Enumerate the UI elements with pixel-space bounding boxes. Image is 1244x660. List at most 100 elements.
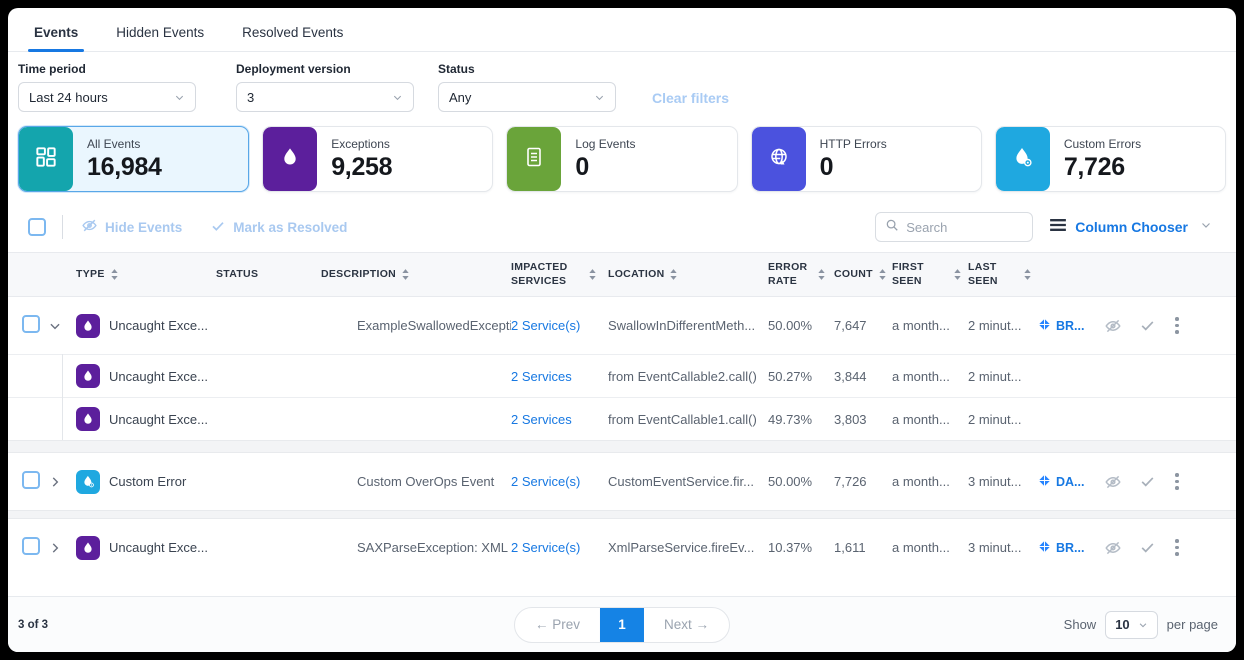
card-custom-errors[interactable]: Custom Errors 7,726 [994, 126, 1227, 192]
column-header-location[interactable]: LOCATION [608, 268, 768, 281]
services-link[interactable]: 2 Services [511, 368, 572, 384]
page-size-select[interactable]: 10 [1105, 610, 1158, 639]
next-page-button[interactable]: Next → [664, 616, 710, 632]
card-value: 0 [575, 152, 590, 181]
prev-page-button[interactable]: ← Prev [534, 616, 580, 632]
column-header-status[interactable]: STATUS [216, 267, 259, 280]
kebab-menu-icon[interactable] [1173, 537, 1181, 558]
clear-filters-button[interactable]: Clear filters [652, 90, 730, 106]
hide-events-button[interactable]: Hide Events [81, 217, 182, 237]
services-link[interactable]: 2 Service(s) [511, 318, 581, 333]
time-period-select[interactable]: Last 24 hours [18, 82, 196, 112]
resolve-check-icon[interactable] [1139, 539, 1156, 556]
table-child-row[interactable]: Uncaught Exce... 2 Services from EventCa… [8, 397, 1236, 440]
count-cell: 3,844 [834, 368, 867, 384]
row-group-divider [8, 440, 1236, 453]
table-header-row: TYPE STATUS DESCRIPTION IMPACTED SERVICE… [8, 252, 1236, 297]
error-rate-cell: 49.73% [768, 411, 813, 427]
last-seen-cell: 2 minut... [968, 368, 1022, 384]
chevron-down-icon[interactable] [48, 319, 62, 333]
row-checkbox[interactable] [22, 537, 40, 555]
sort-icon[interactable] [401, 268, 410, 281]
table-row[interactable]: Uncaught Exce... SAXParseException: XML … [8, 519, 1236, 576]
select-all-checkbox[interactable] [28, 218, 46, 236]
services-link[interactable]: 2 Services [511, 411, 572, 427]
card-log-events[interactable]: Log Events 0 [506, 126, 738, 192]
card-label: Log Events [575, 136, 636, 151]
sort-icon[interactable] [110, 268, 119, 281]
resolve-check-icon[interactable] [1139, 317, 1156, 334]
card-label: Exceptions [331, 136, 390, 151]
sort-icon[interactable] [669, 268, 678, 281]
column-header-last-seen[interactable]: LAST SEEN [968, 261, 1038, 287]
search-input[interactable] [906, 219, 1024, 235]
flame-gear-icon [1011, 145, 1035, 174]
column-header-type[interactable]: TYPE [76, 268, 216, 281]
column-header-first-seen[interactable]: FIRST SEEN [892, 261, 968, 287]
location-cell: CustomEventService.fir... [608, 474, 754, 489]
kebab-menu-icon[interactable] [1173, 315, 1181, 336]
ticket-link[interactable]: DA... [1056, 474, 1085, 489]
column-header-impacted-services[interactable]: IMPACTED SERVICES [511, 261, 603, 287]
error-rate-cell: 50.00% [768, 474, 813, 489]
count-cell: 7,726 [834, 474, 867, 489]
tab-events[interactable]: Events [27, 13, 85, 52]
jira-icon [1038, 540, 1051, 556]
table-child-row[interactable]: Uncaught Exce... 2 Services from EventCa… [8, 354, 1236, 397]
services-link[interactable]: 2 Service(s) [511, 474, 581, 489]
card-http-errors[interactable]: HTTP Errors 0 [750, 126, 982, 192]
tab-hidden-events[interactable]: Hidden Events [116, 25, 205, 40]
deployment-version-select[interactable]: 3 [236, 82, 414, 112]
card-value: 7,726 [1063, 152, 1125, 181]
globe-icon [767, 145, 791, 174]
card-exceptions[interactable]: Exceptions 9,258 [262, 126, 494, 192]
last-seen-cell: 2 minut... [968, 411, 1022, 427]
first-seen-cell: a month... [892, 540, 950, 555]
custom-error-icon [76, 469, 100, 494]
column-header-count[interactable]: COUNT [834, 268, 892, 281]
sort-icon[interactable] [953, 268, 962, 281]
sort-icon[interactable] [1023, 268, 1032, 281]
events-dashboard: Events Hidden Events Resolved Events Tim… [8, 8, 1236, 652]
column-header-error-rate[interactable]: ERROR RATE [768, 261, 832, 287]
uncaught-exception-icon [76, 535, 100, 560]
table-row[interactable]: Uncaught Exce... ExampleSwallowedExcepti… [8, 297, 1236, 354]
sort-icon[interactable] [817, 268, 826, 281]
mark-resolved-button[interactable]: Mark as Resolved [210, 218, 347, 237]
chevron-right-icon[interactable] [48, 475, 62, 489]
hide-event-icon[interactable] [1104, 539, 1122, 557]
row-checkbox[interactable] [22, 315, 40, 333]
column-chooser-button[interactable]: Column Chooser [1049, 218, 1212, 237]
sort-icon[interactable] [588, 268, 597, 281]
pagination: ← Prev 1 Next → [513, 606, 731, 643]
table-row[interactable]: Custom Error Custom OverOps Event 2 Serv… [8, 453, 1236, 510]
deployment-version-value: 3 [247, 89, 255, 105]
event-type-label: Uncaught Exce... [109, 540, 208, 555]
services-link[interactable]: 2 Service(s) [511, 540, 581, 555]
current-page-button[interactable]: 1 [600, 607, 644, 642]
jira-icon [1038, 474, 1051, 490]
chevron-down-icon [175, 95, 184, 100]
status-select[interactable]: Any [438, 82, 616, 112]
card-value: 16,984 [87, 152, 162, 181]
row-checkbox[interactable] [22, 471, 40, 489]
ticket-link[interactable]: BR... [1056, 318, 1085, 333]
chevron-right-icon[interactable] [48, 541, 62, 555]
resolve-check-icon[interactable] [1139, 473, 1156, 490]
ticket-link[interactable]: BR... [1056, 540, 1085, 555]
card-label: Custom Errors [1063, 136, 1142, 151]
uncaught-exception-icon [76, 313, 100, 338]
hide-event-icon[interactable] [1104, 473, 1122, 491]
time-period-label: Time period [18, 62, 86, 76]
kebab-menu-icon[interactable] [1173, 471, 1181, 492]
sort-icon[interactable] [878, 268, 887, 281]
card-label: HTTP Errors [819, 136, 887, 151]
tab-resolved-events[interactable]: Resolved Events [242, 25, 344, 40]
card-label: All Events [87, 136, 141, 151]
hide-event-icon[interactable] [1104, 317, 1122, 335]
column-header-description[interactable]: DESCRIPTION [321, 268, 511, 281]
status-value: Any [449, 89, 472, 105]
card-all-events[interactable]: All Events 16,984 [18, 126, 250, 192]
filter-bar: Time period Last 24 hours Deployment ver… [8, 52, 1236, 124]
log-document-icon [522, 145, 546, 174]
